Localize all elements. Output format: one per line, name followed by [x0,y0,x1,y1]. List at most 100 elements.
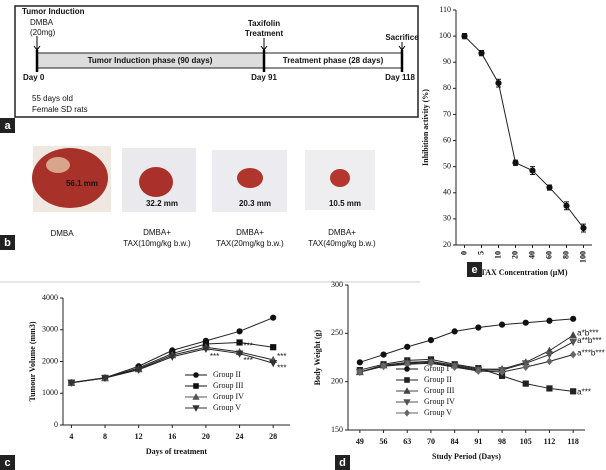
caption: TAX(10mg/kg b.w.) [123,239,191,248]
marker [269,359,278,368]
phase-label: Treatment phase (28 days) [283,56,384,65]
marker [403,387,411,394]
day-label: Day 0 [23,73,45,82]
x-tick-label: 80 [561,251,570,259]
label: Sacrifice [385,33,419,42]
y-tick-label: 300 [331,280,343,289]
marker [569,350,577,359]
day-label: Day 91 [251,73,277,82]
panel-letter-box [467,262,482,277]
annotation: *** [244,356,253,365]
y-tick-label: 90 [443,57,451,66]
legend-label: Group IV [424,397,455,406]
note: 55 days old [32,94,73,103]
marker [404,343,411,350]
y-tick-label: 80 [443,83,451,92]
marker [235,350,244,358]
marker [193,383,199,389]
y-tick-label: 40 [443,188,451,197]
x-tick-label: 5 [476,251,485,255]
x-tick-label: 24 [236,432,244,441]
y-tick-label: 110 [439,5,451,14]
label: Taxifolin [248,19,280,28]
panel-letter-box [0,455,15,470]
x-tick-label: 0 [459,251,468,255]
marker [101,374,109,383]
y-tick-label: 3000 [42,325,58,334]
x-tick-label: 100 [578,251,587,263]
marker [168,353,177,361]
marker [522,319,529,326]
x-axis-label: Study Period (Days) [432,452,501,461]
size-label: 56.1 mm [66,179,98,188]
marker [522,380,529,387]
panel-letter: c [4,457,10,469]
y-tick-label: 30 [443,214,451,223]
marker [546,385,553,392]
panel-letter: e [471,264,477,276]
caption: TAX(40mg/kg b.w.) [308,239,376,248]
marker [522,363,530,372]
marker [236,328,243,335]
x-tick-label: 60 [544,251,553,259]
marker [380,362,387,371]
y-tick-label: 2000 [42,356,58,365]
legend-label: Group V [424,408,452,417]
marker [570,388,577,395]
panel-letter-box [0,118,15,133]
axis [455,10,592,246]
annotation: *** [210,352,219,361]
caption: DMBA+ [328,228,356,237]
x-axis-label: Days of treatment [146,447,208,456]
x-tick-label: 84 [451,437,459,446]
marker [356,359,363,366]
marker [451,363,458,372]
marker [192,393,200,400]
marker [580,224,587,232]
marker [193,372,199,378]
annotation: a***b*** [577,349,605,358]
y-tick-label: 150 [331,425,343,434]
legend-label: Group II [213,370,241,379]
marker [546,357,553,366]
marker [404,409,410,417]
panel-letter-box [0,235,15,250]
panel-letter: d [339,457,346,469]
caption: DMBA+ [143,228,171,237]
marker [404,377,410,383]
legend-label: Group V [213,403,241,412]
x-tick-label: 12 [135,432,143,441]
marker [67,379,76,387]
legend-label: Group III [424,386,455,395]
series-line [359,318,574,363]
tumor [237,168,263,188]
x-tick-label: 56 [380,437,388,446]
series-line [359,358,574,392]
marker [569,331,578,339]
legend-label: Group IV [213,392,244,401]
panel-letter: a [4,120,11,132]
y-tick-label: 0 [54,420,58,429]
x-tick-label: 4 [69,432,73,441]
size-label: 32.2 mm [146,199,178,208]
x-tick-label: 63 [403,437,411,446]
x-tick-label: 16 [168,432,176,441]
y-tick-label: 70 [443,109,451,118]
annotation: a*b*** [577,328,598,337]
tumor [46,157,70,173]
marker [498,368,506,376]
x-tick-label: 70 [427,437,435,446]
marker [134,366,143,374]
marker [236,339,243,346]
x-tick-label: 8 [103,432,107,441]
marker [403,399,411,406]
x-tick-label: 20 [510,251,519,259]
marker [563,202,570,209]
label: Treatment [245,29,284,38]
tumor [139,167,173,197]
marker [270,314,277,321]
marker [461,33,468,40]
marker [545,351,554,359]
annotation: *** [244,341,253,350]
